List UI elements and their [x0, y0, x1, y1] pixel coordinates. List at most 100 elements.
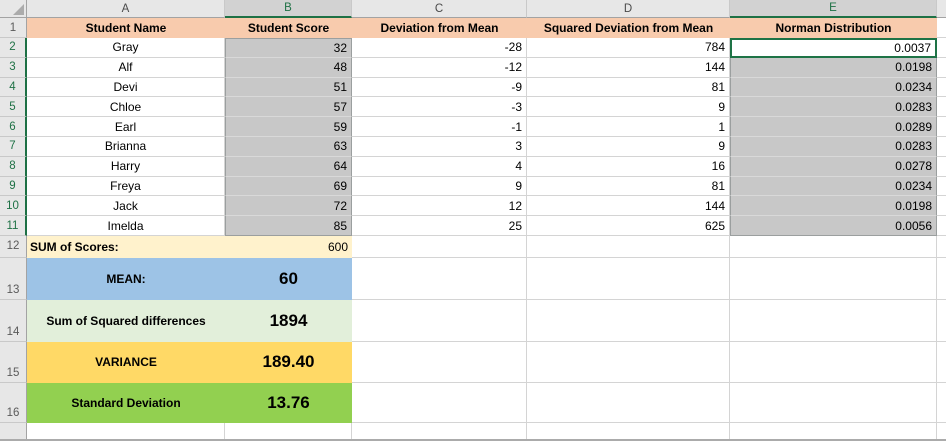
cell-d5[interactable]: 9	[527, 97, 730, 118]
cell-f14[interactable]	[937, 299, 946, 342]
row-header-10[interactable]: 10	[0, 196, 27, 217]
cell-f12[interactable]	[937, 235, 946, 258]
cell-c11[interactable]: 25	[352, 216, 527, 236]
cell-c2[interactable]: -28	[352, 38, 527, 58]
cell-e6[interactable]: 0.0289	[730, 117, 937, 137]
cell-f5[interactable]	[937, 97, 946, 118]
row-header-5[interactable]: 5	[0, 97, 27, 118]
row-header-8[interactable]: 8	[0, 156, 27, 177]
cell-f10[interactable]	[937, 196, 946, 217]
cell-f16[interactable]	[937, 382, 946, 423]
cell-c8[interactable]: 4	[352, 156, 527, 177]
variance-label-cell[interactable]: VARIANCE	[27, 341, 225, 383]
row-header-3[interactable]: 3	[0, 57, 27, 78]
column-header-d[interactable]: D	[527, 0, 730, 18]
cell-f11[interactable]	[937, 216, 946, 236]
cell-d12[interactable]	[527, 235, 730, 258]
cell-e11[interactable]: 0.0056	[730, 216, 937, 236]
cell-c6[interactable]: -1	[352, 117, 527, 137]
cell-f13[interactable]	[937, 257, 946, 300]
cell-a4[interactable]: Devi	[27, 77, 225, 98]
cell-e14[interactable]	[730, 299, 937, 342]
cell-d15[interactable]	[527, 341, 730, 383]
cell-a3[interactable]: Alf	[27, 57, 225, 78]
column-header-e[interactable]: E	[730, 0, 937, 18]
column-header-a[interactable]: A	[27, 0, 225, 18]
cell-f4[interactable]	[937, 77, 946, 98]
cell-f8[interactable]	[937, 156, 946, 177]
cell-f1[interactable]	[937, 18, 946, 38]
cell-d16[interactable]	[527, 382, 730, 423]
cell-c1-deviation-header[interactable]: Deviation from Mean	[352, 18, 527, 38]
variance-value-cell[interactable]: 189.40	[225, 341, 352, 383]
cell-a5[interactable]: Chloe	[27, 97, 225, 118]
cell-e3[interactable]: 0.0198	[730, 57, 937, 78]
cell-e7[interactable]: 0.0283	[730, 136, 937, 157]
sum-value-cell[interactable]: 600	[225, 235, 352, 258]
cell-e4[interactable]: 0.0234	[730, 77, 937, 98]
cell-b7[interactable]: 63	[225, 136, 352, 157]
column-header-b[interactable]: B	[225, 0, 352, 18]
cell-c13[interactable]	[352, 257, 527, 300]
cell-c7[interactable]: 3	[352, 136, 527, 157]
cell-f15[interactable]	[937, 341, 946, 383]
cell-b4[interactable]: 51	[225, 77, 352, 98]
row-header-1[interactable]: 1	[0, 18, 27, 38]
cell-c4[interactable]: -9	[352, 77, 527, 98]
cell-e5[interactable]: 0.0283	[730, 97, 937, 118]
squared-diff-value-cell[interactable]: 1894	[225, 299, 352, 342]
row-header-16[interactable]: 16	[0, 382, 27, 423]
cell-d6[interactable]: 1	[527, 117, 730, 137]
cell-a8[interactable]: Harry	[27, 156, 225, 177]
row-header-9[interactable]: 9	[0, 176, 27, 197]
cell-c15[interactable]	[352, 341, 527, 383]
cell-e2-active-cell[interactable]: 0.0037	[730, 38, 937, 58]
sum-label-cell[interactable]: SUM of Scores:	[27, 235, 225, 258]
cell-f3[interactable]	[937, 57, 946, 78]
row-header-13[interactable]: 13	[0, 257, 27, 300]
cell-e13[interactable]	[730, 257, 937, 300]
cell-d9[interactable]: 81	[527, 176, 730, 197]
cell-b1-student-score-header[interactable]: Student Score	[225, 18, 352, 38]
cell-e9[interactable]: 0.0234	[730, 176, 937, 197]
row-header-14[interactable]: 14	[0, 299, 27, 342]
cell-c10[interactable]: 12	[352, 196, 527, 217]
cell-b10[interactable]: 72	[225, 196, 352, 217]
cell-b11[interactable]: 85	[225, 216, 352, 236]
cell-c9[interactable]: 9	[352, 176, 527, 197]
cell-a9[interactable]: Freya	[27, 176, 225, 197]
cell-d4[interactable]: 81	[527, 77, 730, 98]
cell-b9[interactable]: 69	[225, 176, 352, 197]
cell-d7[interactable]: 9	[527, 136, 730, 157]
cell-e8[interactable]: 0.0278	[730, 156, 937, 177]
row-header-11[interactable]: 11	[0, 216, 27, 236]
cell-e15[interactable]	[730, 341, 937, 383]
cell-a2[interactable]: Gray	[27, 38, 225, 58]
cell-c12[interactable]	[352, 235, 527, 258]
cell-a6[interactable]: Earl	[27, 117, 225, 137]
cell-b8[interactable]: 64	[225, 156, 352, 177]
cell-c3[interactable]: -12	[352, 57, 527, 78]
cell-f7[interactable]	[937, 136, 946, 157]
cell-f2[interactable]	[937, 38, 946, 58]
mean-label-cell[interactable]: MEAN:	[27, 257, 225, 300]
row-header-4[interactable]: 4	[0, 77, 27, 98]
row-header-15[interactable]: 15	[0, 341, 27, 383]
cell-d2[interactable]: 784	[527, 38, 730, 58]
cell-b5[interactable]: 57	[225, 97, 352, 118]
row-header-12[interactable]: 12	[0, 235, 27, 258]
row-header-7[interactable]: 7	[0, 136, 27, 157]
cell-b3[interactable]: 48	[225, 57, 352, 78]
cell-c16[interactable]	[352, 382, 527, 423]
cell-d3[interactable]: 144	[527, 57, 730, 78]
cell-f6[interactable]	[937, 117, 946, 137]
cell-c5[interactable]: -3	[352, 97, 527, 118]
cell-d1-squared-deviation-header[interactable]: Squared Deviation from Mean	[527, 18, 730, 38]
cell-d8[interactable]: 16	[527, 156, 730, 177]
cell-f9[interactable]	[937, 176, 946, 197]
cell-e10[interactable]: 0.0198	[730, 196, 937, 217]
cell-b6[interactable]: 59	[225, 117, 352, 137]
cell-a1-student-name-header[interactable]: Student Name	[27, 18, 225, 38]
mean-value-cell[interactable]: 60	[225, 257, 352, 300]
cell-d13[interactable]	[527, 257, 730, 300]
